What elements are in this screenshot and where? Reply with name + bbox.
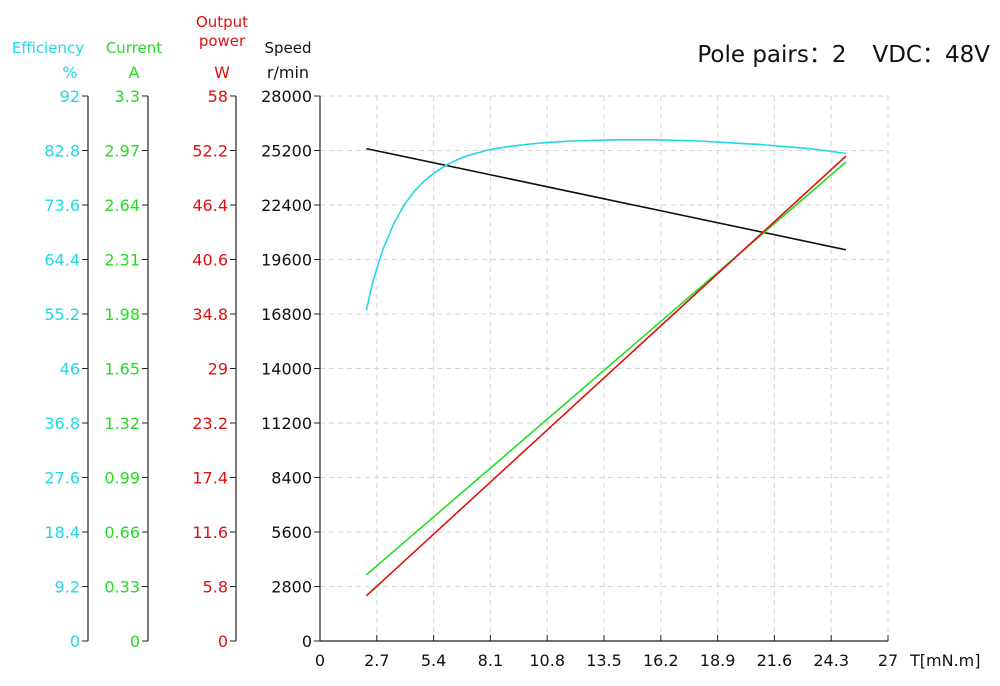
efficiency-tick-label: 36.8 xyxy=(44,414,80,433)
x-tick-label: 13.5 xyxy=(586,651,622,670)
speed-tick-label: 25200 xyxy=(261,142,312,161)
power-tick-label: 58 xyxy=(208,87,228,106)
current-tick-label: 2.64 xyxy=(104,196,140,215)
efficiency-tick-label: 64.4 xyxy=(44,251,80,270)
x-tick-label: 24.3 xyxy=(813,651,849,670)
efficiency-tick-label: 0 xyxy=(70,632,80,651)
power-tick-label: 34.8 xyxy=(192,305,228,324)
speed-tick-label: 22400 xyxy=(261,196,312,215)
efficiency-tick-label: 92 xyxy=(60,87,80,106)
speed-tick-label: 11200 xyxy=(261,414,312,433)
x-tick-label: 5.4 xyxy=(421,651,446,670)
current-tick-label: 0 xyxy=(130,632,140,651)
current-tick-label: 0.33 xyxy=(104,578,140,597)
power-tick-label: 40.6 xyxy=(192,251,228,270)
x-tick-label: 2.7 xyxy=(364,651,389,670)
series-lines xyxy=(365,139,847,597)
x-tick-label: 27 xyxy=(878,651,898,670)
speed-tick-label: 8400 xyxy=(271,469,312,488)
title-vdc: VDC：48V xyxy=(872,42,990,68)
power-axis-title: power xyxy=(199,32,246,50)
current-tick-label: 1.98 xyxy=(104,305,140,324)
power-tick-label: 52.2 xyxy=(192,142,228,161)
speed-tick-label: 2800 xyxy=(271,578,312,597)
efficiency-tick-label: 46 xyxy=(60,360,80,379)
x-axis-label: T[mN.m] xyxy=(909,651,980,670)
speed-axis-unit: r/min xyxy=(267,63,309,82)
efficiency-axis-unit: % xyxy=(62,63,77,82)
speed-axis-title: Speed xyxy=(264,39,311,57)
power-tick-label: 46.4 xyxy=(192,196,228,215)
efficiency-series-line xyxy=(365,139,847,311)
speed-tick-label: 16800 xyxy=(261,305,312,324)
power-tick-label: 0 xyxy=(218,632,228,651)
efficiency-tick-label: 9.2 xyxy=(55,578,80,597)
current-axis-title: Current xyxy=(106,39,162,57)
speed-tick-label: 19600 xyxy=(261,251,312,270)
speed-tick-label: 0 xyxy=(302,632,312,651)
power-axis-title: Output xyxy=(196,13,248,31)
efficiency-tick-label: 18.4 xyxy=(44,523,80,542)
power-tick-label: 29 xyxy=(208,360,228,379)
current-tick-label: 1.32 xyxy=(104,414,140,433)
x-tick-label: 18.9 xyxy=(700,651,736,670)
current-axis-unit: A xyxy=(129,63,140,82)
current-tick-label: 3.3 xyxy=(115,87,140,106)
speed-tick-label: 5600 xyxy=(271,523,312,542)
power-tick-label: 17.4 xyxy=(192,469,228,488)
efficiency-axis-title: Efficiency xyxy=(12,39,84,57)
power-tick-label: 11.6 xyxy=(192,523,228,542)
efficiency-tick-label: 82.8 xyxy=(44,142,80,161)
current-tick-label: 1.65 xyxy=(104,360,140,379)
x-tick-label: 21.6 xyxy=(757,651,793,670)
efficiency-tick-label: 55.2 xyxy=(44,305,80,324)
x-tick-label: 0 xyxy=(315,651,325,670)
power-axis-unit: W xyxy=(214,63,230,82)
current-tick-label: 0.66 xyxy=(104,523,140,542)
chart-title: Pole pairs：2 VDC：48V xyxy=(697,42,990,68)
power-tick-label: 23.2 xyxy=(192,414,228,433)
efficiency-tick-label: 73.6 xyxy=(44,196,80,215)
title-pole-pairs: Pole pairs：2 xyxy=(697,42,846,68)
x-tick-label: 10.8 xyxy=(529,651,565,670)
current-tick-label: 0.99 xyxy=(104,469,140,488)
axes: 0 2.7 5.4 8.1 10.8 13.5 16.2 18.9 21.6 24.3 27 T[mN… xyxy=(12,13,981,670)
speed-tick-label: 28000 xyxy=(261,87,312,106)
current-series-line xyxy=(365,161,847,576)
power-tick-label: 5.8 xyxy=(203,578,228,597)
power-series-line xyxy=(365,155,847,597)
efficiency-tick-label: 27.6 xyxy=(44,469,80,488)
x-tick-label: 8.1 xyxy=(478,651,503,670)
current-tick-label: 2.31 xyxy=(104,251,140,270)
x-tick-label: 16.2 xyxy=(643,651,679,670)
current-tick-label: 2.97 xyxy=(104,142,140,161)
speed-tick-label: 14000 xyxy=(261,360,312,379)
grid xyxy=(320,95,889,641)
